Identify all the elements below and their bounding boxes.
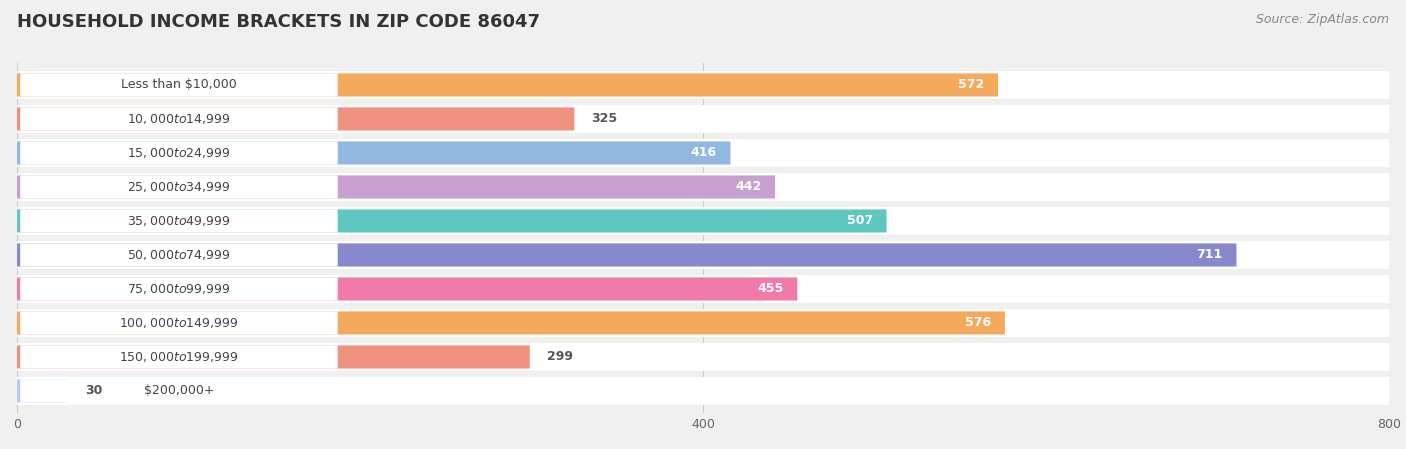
Text: 325: 325: [592, 112, 617, 125]
FancyBboxPatch shape: [17, 379, 69, 403]
FancyBboxPatch shape: [17, 309, 1389, 337]
FancyBboxPatch shape: [20, 345, 337, 369]
Text: 576: 576: [965, 317, 991, 330]
FancyBboxPatch shape: [20, 209, 337, 233]
Text: HOUSEHOLD INCOME BRACKETS IN ZIP CODE 86047: HOUSEHOLD INCOME BRACKETS IN ZIP CODE 86…: [17, 13, 540, 31]
Text: $50,000 to $74,999: $50,000 to $74,999: [127, 248, 231, 262]
FancyBboxPatch shape: [17, 105, 1389, 133]
Text: $75,000 to $99,999: $75,000 to $99,999: [127, 282, 231, 296]
FancyBboxPatch shape: [20, 73, 337, 97]
Text: Less than $10,000: Less than $10,000: [121, 79, 236, 92]
FancyBboxPatch shape: [20, 312, 337, 335]
Text: $35,000 to $49,999: $35,000 to $49,999: [127, 214, 231, 228]
Text: 711: 711: [1197, 248, 1223, 261]
FancyBboxPatch shape: [20, 107, 337, 131]
Text: $150,000 to $199,999: $150,000 to $199,999: [120, 350, 239, 364]
FancyBboxPatch shape: [17, 243, 1236, 267]
Text: $15,000 to $24,999: $15,000 to $24,999: [127, 146, 231, 160]
FancyBboxPatch shape: [17, 275, 1389, 303]
Text: $100,000 to $149,999: $100,000 to $149,999: [120, 316, 239, 330]
FancyBboxPatch shape: [20, 243, 337, 267]
FancyBboxPatch shape: [17, 312, 1005, 335]
FancyBboxPatch shape: [17, 141, 731, 164]
Text: 30: 30: [86, 384, 103, 397]
Text: 442: 442: [735, 180, 761, 194]
FancyBboxPatch shape: [17, 345, 530, 369]
FancyBboxPatch shape: [17, 107, 575, 131]
FancyBboxPatch shape: [17, 71, 1389, 99]
Text: 507: 507: [846, 215, 873, 228]
Text: $25,000 to $34,999: $25,000 to $34,999: [127, 180, 231, 194]
FancyBboxPatch shape: [17, 73, 998, 97]
FancyBboxPatch shape: [20, 176, 337, 198]
Text: 572: 572: [957, 79, 984, 92]
FancyBboxPatch shape: [17, 241, 1389, 269]
FancyBboxPatch shape: [20, 141, 337, 164]
FancyBboxPatch shape: [17, 139, 1389, 167]
FancyBboxPatch shape: [17, 277, 797, 300]
Text: 455: 455: [758, 282, 783, 295]
Text: 299: 299: [547, 351, 572, 364]
Text: Source: ZipAtlas.com: Source: ZipAtlas.com: [1256, 13, 1389, 26]
FancyBboxPatch shape: [17, 343, 1389, 371]
FancyBboxPatch shape: [17, 207, 1389, 235]
FancyBboxPatch shape: [17, 377, 1389, 405]
Text: $200,000+: $200,000+: [143, 384, 214, 397]
FancyBboxPatch shape: [20, 379, 337, 403]
FancyBboxPatch shape: [17, 176, 775, 198]
FancyBboxPatch shape: [17, 209, 887, 233]
FancyBboxPatch shape: [20, 277, 337, 300]
Text: 416: 416: [690, 146, 717, 159]
Text: $10,000 to $14,999: $10,000 to $14,999: [127, 112, 231, 126]
FancyBboxPatch shape: [17, 173, 1389, 201]
